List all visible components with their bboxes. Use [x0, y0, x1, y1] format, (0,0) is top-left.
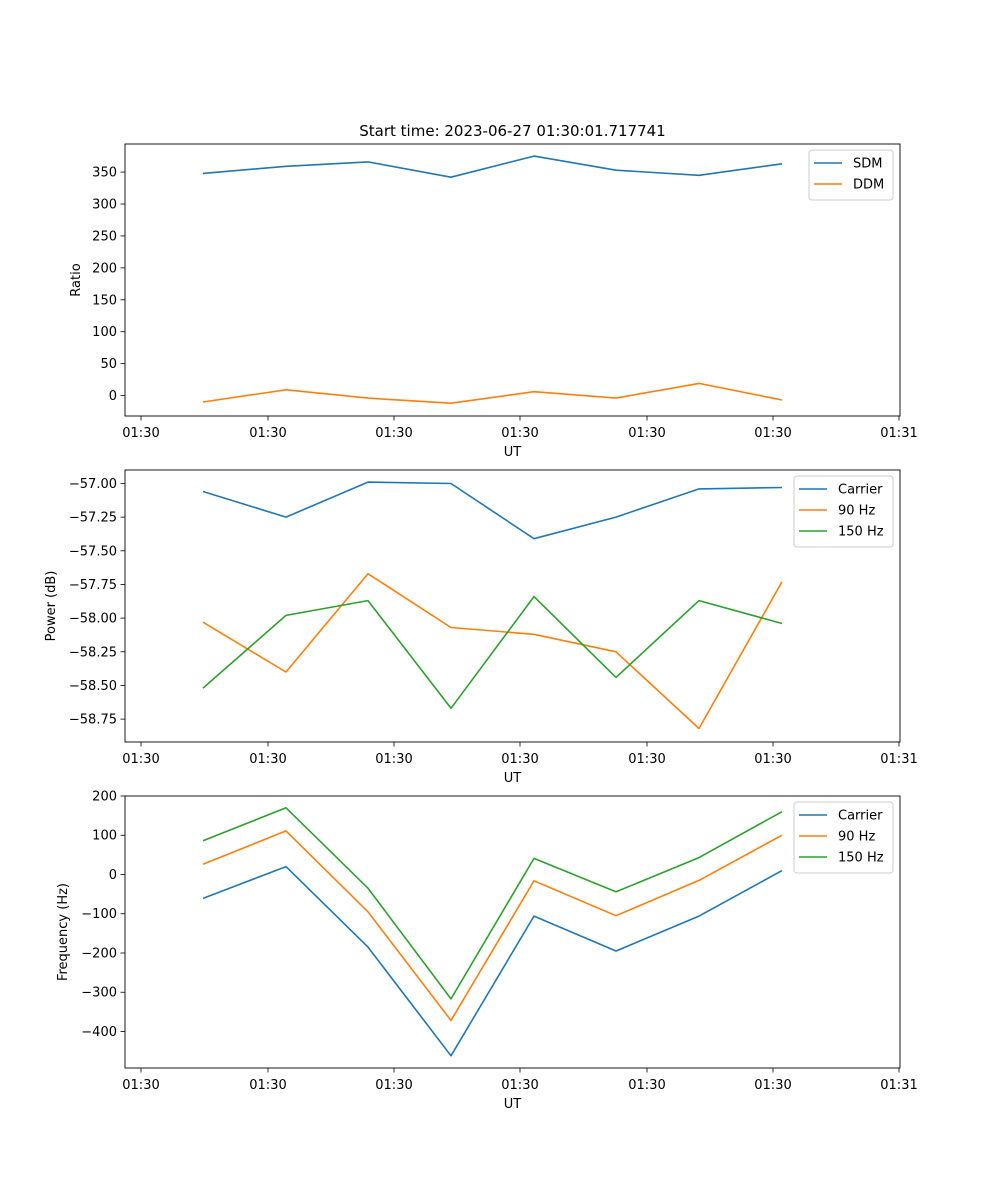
- legend-label: Carrier: [838, 483, 883, 498]
- y-tick-label: −57.75: [69, 578, 117, 593]
- x-tick-label: 01:30: [249, 752, 286, 767]
- y-tick-label: −58.25: [69, 645, 117, 660]
- plot-frame: [124, 469, 901, 743]
- y-tick-label: −57.25: [69, 511, 117, 526]
- x-axis-label: UT: [504, 1097, 522, 1112]
- y-tick-label: 0: [109, 389, 117, 404]
- y-tick-label: −400: [81, 1025, 117, 1040]
- series-line-150-hz: [202, 595, 783, 710]
- plot-frame: [124, 795, 901, 1069]
- chart-3: 01:30 01:30 01:30 01:30 01:30 01:30 01:31 200 10…: [56, 790, 918, 1113]
- y-tick-label: 0: [109, 868, 117, 883]
- y-tick-label: −57.50: [69, 544, 117, 559]
- x-tick-label: 01:31: [880, 1078, 917, 1093]
- y-tick-label: 350: [92, 166, 117, 181]
- y-tick-label: −300: [81, 986, 117, 1001]
- legend-label: 150 Hz: [838, 525, 884, 540]
- plot-frame: [124, 143, 901, 417]
- x-tick-label: 01:30: [249, 1078, 286, 1093]
- y-tick-label: 200: [92, 790, 117, 805]
- y-tick-label: −58.50: [69, 679, 117, 694]
- y-axis-label: Ratio: [69, 263, 84, 296]
- y-tick-label: 100: [92, 829, 117, 844]
- y-tick-label: 100: [92, 325, 117, 340]
- x-tick-label: 01:30: [501, 1078, 538, 1093]
- series-line-carrier: [202, 481, 783, 540]
- series-line-90-hz: [202, 572, 783, 730]
- x-axis-label: UT: [504, 445, 522, 460]
- x-tick-label: 01:30: [375, 1078, 412, 1093]
- series-line-90-hz: [202, 830, 783, 1022]
- legend-label: 90 Hz: [838, 504, 875, 519]
- y-tick-label: −58.75: [69, 713, 117, 728]
- y-axis-label: Power (dB): [44, 571, 59, 642]
- y-tick-label: 200: [92, 261, 117, 276]
- x-tick-label: 01:30: [249, 426, 286, 441]
- y-tick-label: 50: [100, 357, 117, 372]
- y-tick-label: −200: [81, 946, 117, 961]
- x-tick-label: 01:30: [754, 1078, 791, 1093]
- y-tick-label: −58.00: [69, 612, 117, 627]
- x-tick-label: 01:30: [754, 426, 791, 441]
- x-tick-label: 01:30: [628, 1078, 665, 1093]
- x-tick-label: 01:31: [880, 426, 917, 441]
- legend-label: 150 Hz: [838, 851, 884, 866]
- y-tick-label: 300: [92, 198, 117, 213]
- x-tick-label: 01:30: [501, 752, 538, 767]
- x-tick-label: 01:30: [628, 426, 665, 441]
- x-tick-label: 01:30: [122, 426, 159, 441]
- x-tick-label: 01:30: [122, 752, 159, 767]
- y-tick-label: 250: [92, 229, 117, 244]
- legend-label: DDM: [853, 178, 884, 193]
- series-line-150-hz: [202, 806, 783, 1000]
- x-tick-label: 01:30: [375, 426, 412, 441]
- x-tick-label: 01:30: [122, 1078, 159, 1093]
- x-axis-label: UT: [504, 771, 522, 786]
- chart-1: Start time: 2023-06-27 01:30:01.71774101…: [69, 122, 918, 460]
- x-tick-label: 01:30: [628, 752, 665, 767]
- x-tick-label: 01:31: [880, 752, 917, 767]
- x-tick-label: 01:30: [375, 752, 412, 767]
- series-line-carrier: [202, 865, 783, 1057]
- legend-label: 90 Hz: [838, 830, 875, 845]
- y-tick-label: −100: [81, 907, 117, 922]
- chart-title: Start time: 2023-06-27 01:30:01.717741: [359, 122, 665, 140]
- series-line-sdm: [202, 155, 783, 178]
- legend-box: [793, 475, 894, 548]
- x-tick-label: 01:30: [501, 426, 538, 441]
- y-axis-label: Frequency (Hz): [56, 883, 71, 981]
- chart-2: 01:30 01:30 01:30 01:30 01:30 01:30 01:31 −57.0…: [44, 469, 918, 786]
- x-tick-label: 01:30: [754, 752, 791, 767]
- legend-label: SDM: [853, 157, 882, 172]
- y-tick-label: 150: [92, 293, 117, 308]
- legend-label: Carrier: [838, 809, 883, 824]
- legend-box: [793, 801, 894, 874]
- series-line-ddm: [202, 382, 783, 405]
- y-tick-label: −57.00: [69, 477, 117, 492]
